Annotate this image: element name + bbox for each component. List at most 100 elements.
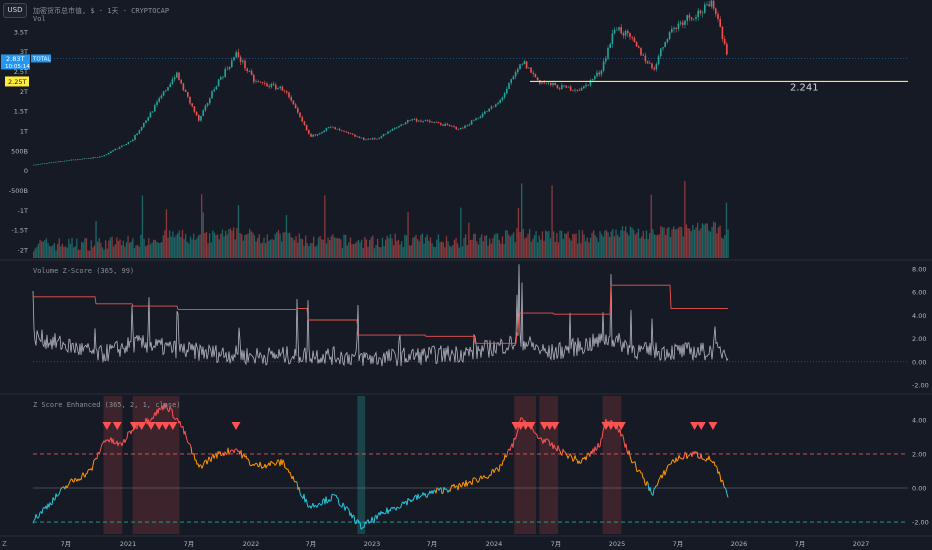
candle-body bbox=[134, 135, 136, 140]
volume-bar bbox=[509, 236, 512, 258]
candle-body bbox=[602, 61, 605, 71]
zscore-segment bbox=[259, 461, 262, 467]
candle-body bbox=[523, 61, 526, 65]
volume-bar bbox=[50, 246, 52, 258]
candle-body bbox=[664, 41, 666, 48]
price-axis-tick: 3.5T bbox=[14, 28, 28, 36]
volume-bar bbox=[636, 232, 638, 258]
volume-bar bbox=[439, 242, 441, 258]
volume-bar bbox=[277, 230, 280, 258]
candle-body bbox=[455, 126, 457, 129]
zscore-segment bbox=[187, 442, 190, 445]
zscore-segment bbox=[176, 417, 179, 421]
volume-bar bbox=[332, 234, 334, 258]
volume-bar bbox=[506, 230, 508, 258]
candle-body bbox=[657, 56, 660, 65]
volume-bar bbox=[698, 230, 700, 258]
volume-bar bbox=[487, 245, 489, 258]
volume-bar bbox=[617, 234, 619, 258]
volume-bar bbox=[711, 226, 713, 258]
candle-body bbox=[147, 117, 149, 121]
zscore-segment bbox=[96, 452, 99, 460]
zscore-segment bbox=[191, 453, 194, 455]
candle-body bbox=[723, 39, 726, 44]
candle-body bbox=[616, 29, 618, 31]
candle-body bbox=[512, 76, 515, 80]
zscore-segment bbox=[117, 442, 120, 447]
candle-body bbox=[525, 61, 528, 69]
zscore-segment bbox=[684, 451, 687, 454]
candle-body bbox=[261, 82, 264, 83]
candle-body bbox=[609, 44, 611, 48]
candle-body bbox=[690, 17, 693, 20]
zscore-segment bbox=[622, 435, 625, 442]
candle-body bbox=[187, 92, 189, 97]
candle-body bbox=[695, 16, 697, 19]
timezone-icon[interactable]: Z bbox=[2, 540, 7, 548]
candle-body bbox=[448, 124, 451, 126]
candle-body bbox=[679, 22, 682, 24]
zscore-segment bbox=[373, 516, 376, 524]
overheat-zone bbox=[514, 396, 537, 534]
candle-body bbox=[121, 145, 123, 148]
candle-body bbox=[279, 86, 281, 88]
volume-bar bbox=[594, 235, 596, 258]
candle-body bbox=[288, 92, 290, 98]
currency-button[interactable]: USD bbox=[3, 3, 27, 18]
zscore-segment bbox=[202, 462, 205, 466]
zscore-segment bbox=[376, 514, 379, 520]
candle-body bbox=[345, 131, 347, 133]
candle-body bbox=[41, 163, 44, 165]
volume-bar bbox=[301, 239, 304, 258]
zscore-segment bbox=[505, 455, 508, 458]
volume-bar bbox=[281, 241, 283, 258]
volume-bar bbox=[285, 215, 288, 258]
sell-signal-marker bbox=[690, 422, 700, 430]
candle-body bbox=[470, 120, 473, 125]
zscore-segment bbox=[544, 438, 547, 443]
volume-bar bbox=[586, 237, 588, 258]
volume-bar bbox=[151, 242, 153, 258]
volume-bar bbox=[121, 245, 123, 258]
volume-bar bbox=[551, 185, 553, 258]
volume-bar bbox=[156, 241, 158, 258]
candle-body bbox=[387, 131, 389, 134]
volume-bar bbox=[537, 242, 539, 258]
volume-bar bbox=[127, 235, 129, 258]
candle-body bbox=[638, 46, 640, 48]
candle-body bbox=[246, 68, 248, 71]
date-axis-tick: 7月 bbox=[795, 540, 806, 548]
zscore-segment bbox=[325, 496, 328, 504]
volume-bar bbox=[468, 222, 470, 258]
candle-body bbox=[591, 79, 594, 81]
zscore-segment bbox=[553, 444, 556, 448]
zscore-segment bbox=[533, 431, 536, 434]
volume-bar bbox=[689, 228, 691, 258]
volume-bar bbox=[340, 239, 342, 258]
volume-bar bbox=[191, 239, 193, 258]
candle-body bbox=[594, 76, 596, 80]
volume-bar bbox=[154, 239, 156, 258]
volume-bar bbox=[284, 232, 286, 258]
candle-body bbox=[343, 130, 345, 132]
candle-body bbox=[585, 84, 587, 87]
zscore-segment bbox=[649, 487, 652, 493]
volume-bar bbox=[626, 232, 628, 258]
zscore-segment bbox=[656, 482, 659, 487]
volume-bar bbox=[39, 239, 41, 258]
candle-body bbox=[213, 89, 215, 92]
volume-bar bbox=[546, 231, 548, 258]
candle-body bbox=[429, 120, 431, 122]
volume-bar bbox=[423, 243, 425, 258]
candle-body bbox=[310, 133, 312, 137]
candle-body bbox=[506, 88, 508, 94]
candle-body bbox=[503, 93, 506, 98]
volume-bar bbox=[484, 235, 486, 258]
candle-body bbox=[33, 164, 35, 166]
zscore-segment bbox=[397, 507, 400, 509]
volume-bar bbox=[316, 245, 318, 258]
volume-bar bbox=[562, 238, 564, 258]
zscore-segment bbox=[597, 442, 600, 448]
zscore-segment bbox=[594, 446, 597, 451]
